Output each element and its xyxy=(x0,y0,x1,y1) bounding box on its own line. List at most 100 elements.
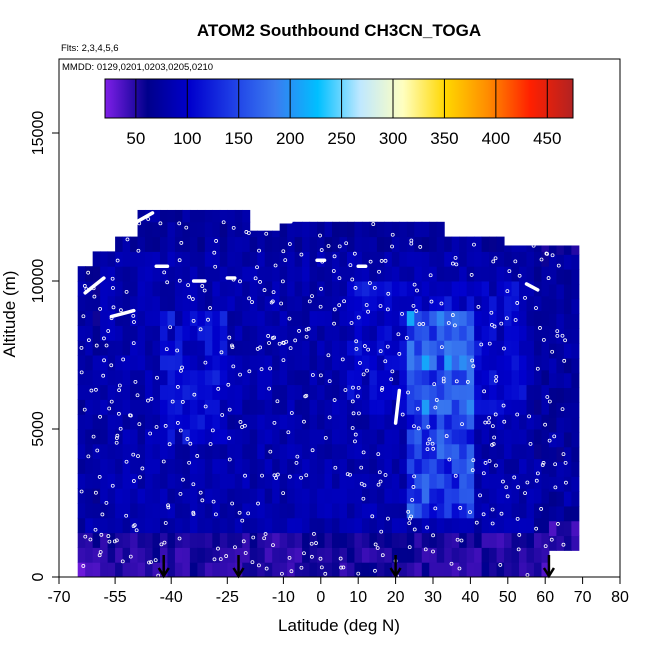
heatmap-cell xyxy=(227,503,236,519)
colorbar-tick-label: 300 xyxy=(379,129,407,148)
heatmap-cell xyxy=(294,325,303,341)
obs-marker xyxy=(281,491,286,496)
heatmap-cell xyxy=(137,473,146,489)
heatmap-cell xyxy=(429,251,438,267)
heatmap-cell xyxy=(279,310,288,326)
heatmap-cell xyxy=(339,414,348,430)
heatmap-cell xyxy=(436,517,445,534)
heatmap-cell xyxy=(421,340,430,356)
heatmap-cell xyxy=(167,251,176,267)
heatmap-cell xyxy=(563,343,572,359)
heatmap-cell xyxy=(481,562,490,578)
obs-marker xyxy=(187,460,191,465)
heatmap-cell xyxy=(459,281,468,297)
heatmap-cell xyxy=(533,517,542,534)
heatmap-cell xyxy=(100,369,109,386)
heatmap-cell xyxy=(145,429,153,445)
obs-marker xyxy=(162,540,167,545)
heatmap-cell xyxy=(219,562,228,578)
heatmap-cell xyxy=(346,458,355,474)
heatmap-cell xyxy=(481,251,490,267)
heatmap-cell xyxy=(242,266,251,282)
heatmap-cell xyxy=(85,295,94,312)
heatmap-cell xyxy=(137,488,146,504)
heatmap-cell xyxy=(219,281,228,297)
heatmap-cell xyxy=(309,295,318,312)
heatmap-cell xyxy=(459,562,468,578)
heatmap-cell xyxy=(302,429,311,445)
heatmap-cell xyxy=(317,414,326,430)
heatmap-cell xyxy=(92,266,101,282)
obs-marker xyxy=(294,460,299,465)
heatmap-cell xyxy=(145,399,153,415)
heatmap-cell xyxy=(242,458,251,474)
heatmap-cell xyxy=(339,458,348,474)
obs-marker xyxy=(131,452,136,457)
heatmap-cell xyxy=(369,443,378,460)
heatmap-cell xyxy=(302,399,311,415)
heatmap-cell xyxy=(189,429,198,445)
obs-marker xyxy=(255,265,259,270)
obs-marker xyxy=(198,490,203,495)
heatmap-cell xyxy=(212,310,221,326)
heatmap-cell xyxy=(264,281,273,297)
heatmap-cell xyxy=(339,429,348,445)
heatmap-cell xyxy=(376,443,385,460)
obs-marker xyxy=(367,281,372,285)
heatmap-cell xyxy=(287,488,296,504)
obs-marker xyxy=(517,273,522,278)
heatmap-cell xyxy=(459,503,468,519)
heatmap-cell xyxy=(122,562,131,578)
heatmap-cell xyxy=(369,355,378,371)
obs-marker xyxy=(275,399,280,404)
heatmap-cell xyxy=(204,547,213,563)
heatmap-cell xyxy=(563,387,572,403)
heatmap-cell xyxy=(100,340,109,356)
heatmap-cell xyxy=(145,473,153,489)
obs-marker xyxy=(483,461,488,465)
heatmap-cell xyxy=(399,488,408,504)
obs-marker xyxy=(188,441,193,446)
obs-marker xyxy=(262,536,267,541)
heatmap-cell xyxy=(489,236,498,252)
heatmap-cell xyxy=(212,325,221,341)
obs-marker xyxy=(400,412,405,417)
x-tick-label: -10 xyxy=(272,589,295,606)
heatmap-cell xyxy=(257,384,266,400)
obs-marker xyxy=(472,242,476,247)
heatmap-cell xyxy=(197,429,206,445)
heatmap-cell xyxy=(444,266,453,282)
obs-marker xyxy=(307,299,312,304)
obs-marker xyxy=(82,284,87,288)
heatmap-cell xyxy=(563,283,572,300)
heatmap-cell xyxy=(361,266,370,282)
heatmap-cell xyxy=(541,340,550,356)
heatmap-cell xyxy=(429,369,438,386)
obs-marker xyxy=(490,424,495,429)
heatmap-cell xyxy=(145,458,153,474)
obs-marker xyxy=(179,368,183,373)
heatmap-cell xyxy=(384,295,393,312)
heatmap-cell xyxy=(77,266,86,282)
heatmap-cell xyxy=(272,443,281,460)
heatmap-cell xyxy=(122,369,131,386)
heatmap-cell xyxy=(115,369,124,386)
heatmap-cell xyxy=(451,295,460,312)
obs-marker xyxy=(350,277,355,282)
heatmap-cell xyxy=(414,458,423,474)
heatmap-cell xyxy=(346,251,355,267)
obs-marker xyxy=(372,285,377,290)
heatmap-cell xyxy=(122,414,131,430)
heatmap-cell xyxy=(159,221,168,238)
obs-marker xyxy=(118,308,123,313)
obs-marker xyxy=(383,258,388,263)
heatmap-cell xyxy=(287,355,296,371)
heatmap-cell xyxy=(444,473,453,489)
heatmap-cell xyxy=(317,221,326,238)
heatmap-cell xyxy=(399,458,408,474)
obs-marker xyxy=(362,344,367,348)
obs-marker xyxy=(534,526,539,531)
heatmap-cell xyxy=(174,547,183,563)
heatmap-cell xyxy=(257,230,266,238)
heatmap-cell xyxy=(197,443,206,460)
